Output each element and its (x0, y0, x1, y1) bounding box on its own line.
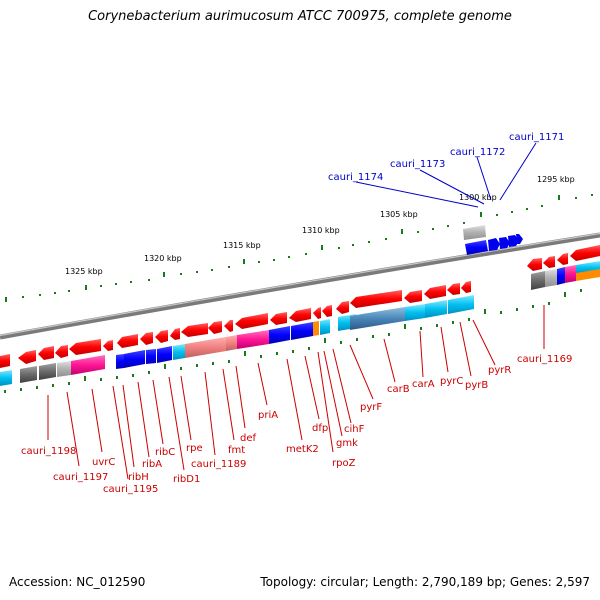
top-genes (463, 225, 523, 255)
gene-label-metk2: metK2 (286, 444, 319, 455)
gene-label-cauri-1172: cauri_1172 (450, 147, 505, 158)
red-gene-row (0, 245, 600, 368)
gene-label-ribh: ribH (128, 472, 149, 483)
scale-label-1305: 1305 kbp (380, 210, 418, 219)
gene-label-pyrc: pyrC (440, 376, 463, 387)
category-row (0, 261, 600, 386)
scale-dots (5, 194, 593, 302)
gene-label-pria: priA (258, 410, 278, 421)
scale-label-1300: 1300 kbp (459, 193, 497, 202)
genome-title: Corynebacterium aurimucosum ATCC 700975,… (88, 9, 512, 24)
gene-label-pyrb: pyrB (465, 380, 488, 391)
genome-backbone (0, 232, 600, 340)
gene-label-cauri-1189: cauri_1189 (191, 459, 246, 470)
gene-label-cihf: cihF (344, 424, 365, 435)
gene-label-fmt: fmt (228, 445, 245, 456)
top-lead-lines (355, 142, 537, 208)
gene-label-cauri-1197: cauri_1197 (53, 472, 108, 483)
scale-label-1320: 1320 kbp (144, 254, 182, 263)
gene-label-cauri-1195: cauri_1195 (103, 484, 158, 495)
gene-label-riba: ribA (142, 459, 162, 470)
scale-label-1310: 1310 kbp (302, 226, 340, 235)
gene-label-ribd1: ribD1 (173, 474, 200, 485)
gene-label-gmk: gmk (336, 438, 358, 449)
gene-label-cauri-1198: cauri_1198 (21, 446, 76, 457)
topology-text: Topology: circular; Length: 2,790,189 bp… (260, 575, 590, 589)
gene-label-cauri-1174: cauri_1174 (328, 172, 383, 183)
gene-label-cara: carA (412, 379, 435, 390)
scale-label-1295: 1295 kbp (537, 175, 575, 184)
gene-label-pyrr: pyrR (488, 365, 511, 376)
inner-dots (4, 289, 582, 393)
gene-label-uvrc: uvrC (92, 457, 115, 468)
scale-label-1315: 1315 kbp (223, 241, 261, 250)
gene-label-cauri-1169: cauri_1169 (517, 354, 572, 365)
gene-label-def: def (240, 433, 257, 444)
gene-label-carb: carB (387, 384, 410, 395)
gene-label-cauri-1171: cauri_1171 (509, 132, 564, 143)
bottom-lead-lines (47, 305, 545, 480)
gene-label-cauri-1173: cauri_1173 (390, 159, 445, 170)
scale-label-1325: 1325 kbp (65, 267, 103, 276)
gene-label-pyrf: pyrF (360, 402, 382, 413)
gene-label-rpoz: rpoZ (332, 458, 356, 469)
gene-label-ribc: ribC (155, 447, 175, 458)
accession-text: Accession: NC_012590 (9, 575, 146, 589)
gene-label-rpe: rpe (186, 443, 203, 454)
gene-label-dfp: dfp (312, 423, 328, 434)
